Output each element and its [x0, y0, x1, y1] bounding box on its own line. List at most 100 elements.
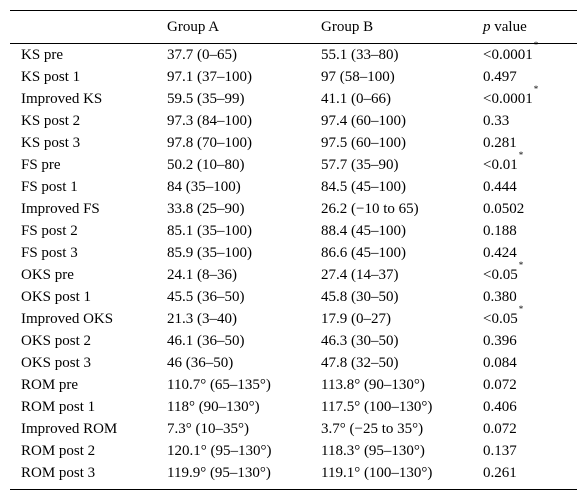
row-label-cell: FS post 2: [21, 223, 78, 239]
header-p-letter: p: [483, 18, 491, 35]
group-b-cell: 45.8 (30–50): [321, 289, 399, 305]
table-row: KS post 2 97.3 (84–100) 97.4 (60–100) 0.33: [10, 110, 577, 132]
p-value-cell: 0.072: [472, 418, 577, 440]
row-label-cell: OKS post 2: [21, 333, 92, 349]
table-row: ROM post 1 118° (90–130°) 117.5° (100–130°…: [10, 396, 577, 418]
group-b-cell: 119.1° (100–130°): [321, 465, 433, 481]
header-p-rest: value: [490, 18, 527, 35]
p-value-cell: 0.406: [472, 396, 577, 418]
row-label-cell: ROM post 1: [21, 399, 96, 415]
table-row: Improved ROM 7.3° (10–35°) 3.7° (−25 to 35…: [10, 418, 577, 440]
group-b-cell: 97 (58–100): [321, 69, 395, 85]
p-value-text: 0.444: [483, 179, 517, 195]
p-value-text: 0.406: [483, 399, 517, 415]
table-row: KS post 1 97.1 (37–100) 97 (58–100) 0.497: [10, 66, 577, 88]
table-row: KS pre 37.7 (0–65) 55.1 (33–80) <0.0001*: [10, 41, 577, 67]
group-b-cell: 88.4 (45–100): [321, 223, 406, 239]
results-table-container: Group A Group B p value KS pre 37.7 (0–65…: [10, 10, 577, 490]
table-row: ROM pre 110.7° (65–135°) 113.8° (90–130°) 0…: [10, 374, 577, 396]
table-row: OKS post 3 46 (36–50) 47.8 (32–50) 0.084: [10, 352, 577, 374]
p-value-text: 0.072: [483, 377, 517, 393]
group-a-cell: 97.3 (84–100): [167, 113, 252, 129]
p-value-cell: 0.396: [472, 330, 577, 352]
table-row: OKS post 1 45.5 (36–50) 45.8 (30–50) 0.380: [10, 286, 577, 308]
p-value-text: 0.396: [483, 333, 517, 349]
p-value-text: 0.33: [483, 113, 510, 129]
row-label-cell: Improved KS: [21, 91, 103, 107]
table-row: OKS pre 24.1 (8–36) 27.4 (14–37) <0.05*: [10, 261, 577, 286]
table-row: OKS post 2 46.1 (36–50) 46.3 (30–50) 0.396: [10, 330, 577, 352]
table-row: FS post 3 85.9 (35–100) 86.6 (45–100) 0.424: [10, 242, 577, 264]
p-value-cell: 0.281: [472, 132, 577, 154]
p-value-text: <0.01: [483, 157, 518, 173]
group-a-cell: 33.8 (25–90): [167, 201, 245, 217]
p-value-cell: <0.0001*: [472, 41, 577, 67]
group-a-cell: 84 (35–100): [167, 179, 241, 195]
header-group-b: Group B: [310, 11, 472, 44]
p-value-cell: 0.33: [472, 110, 577, 132]
p-value-text: 0.497: [483, 69, 517, 85]
p-value-text: 0.188: [483, 223, 517, 239]
significance-marker: *: [533, 84, 539, 94]
group-a-cell: 37.7 (0–65): [167, 47, 237, 63]
group-a-cell: 85.9 (35–100): [167, 245, 252, 261]
group-a-cell: 110.7° (65–135°): [167, 377, 271, 393]
row-label-cell: Improved ROM: [21, 421, 118, 437]
header-p-value: p value: [472, 11, 577, 44]
p-value-text: 0.380: [483, 289, 517, 305]
p-value-text: 0.424: [483, 245, 517, 261]
row-label-cell: OKS pre: [21, 267, 74, 283]
group-b-cell: 3.7° (−25 to 35°): [321, 421, 424, 437]
header-group-a: Group A: [156, 11, 310, 44]
group-b-cell: 97.5 (60–100): [321, 135, 406, 151]
row-label-cell: OKS post 1: [21, 289, 92, 305]
p-value-text: 0.281: [483, 135, 517, 151]
group-a-cell: 97.8 (70–100): [167, 135, 252, 151]
row-label-cell: KS pre: [21, 47, 64, 63]
group-a-cell: 21.3 (3–40): [167, 311, 237, 327]
table-row: ROM post 3 119.9° (95–130°) 119.1° (100–13…: [10, 462, 577, 484]
p-value-text: <0.05: [483, 311, 518, 327]
p-value-text: <0.0001: [483, 47, 533, 63]
group-a-cell: 50.2 (10–80): [167, 157, 245, 173]
table-body: KS pre 37.7 (0–65) 55.1 (33–80) <0.0001* KS …: [10, 41, 577, 485]
group-b-cell: 84.5 (45–100): [321, 179, 406, 195]
p-value-text: 0.072: [483, 421, 517, 437]
group-b-cell: 118.3° (95–130°): [321, 443, 425, 459]
group-b-cell: 41.1 (0–66): [321, 91, 391, 107]
p-value-cell: 0.084: [472, 352, 577, 374]
row-label-cell: OKS post 3: [21, 355, 92, 371]
p-value-cell: 0.424: [472, 242, 577, 264]
p-value-cell: 0.0502: [472, 198, 577, 220]
group-a-cell: 120.1° (95–130°): [167, 443, 272, 459]
p-value-text: 0.137: [483, 443, 517, 459]
p-value-text: 0.261: [483, 465, 517, 481]
group-a-cell: 59.5 (35–99): [167, 91, 245, 107]
group-b-cell: 46.3 (30–50): [321, 333, 399, 349]
p-value-cell: 0.188: [472, 220, 577, 242]
p-value-cell: <0.01*: [472, 151, 577, 176]
row-label-cell: KS post 1: [21, 69, 81, 85]
row-label-cell: FS post 3: [21, 245, 78, 261]
group-b-cell: 47.8 (32–50): [321, 355, 399, 371]
row-label-cell: ROM pre: [21, 377, 79, 393]
p-value-cell: <0.0001*: [472, 85, 577, 110]
p-value-text: 0.084: [483, 355, 517, 371]
p-value-cell: 0.444: [472, 176, 577, 198]
row-label-cell: KS post 2: [21, 113, 81, 129]
group-b-cell: 27.4 (14–37): [321, 267, 399, 283]
group-b-cell: 17.9 (0–27): [321, 311, 391, 327]
header-measure: [10, 11, 156, 44]
table-row: Improved OKS 21.3 (3–40) 17.9 (0–27) <0.05*: [10, 305, 577, 330]
row-label-cell: ROM post 2: [21, 443, 96, 459]
p-value-cell: 0.497: [472, 66, 577, 88]
p-value-cell: 0.261: [472, 462, 577, 484]
group-a-cell: 118° (90–130°): [167, 399, 260, 415]
p-value-cell: <0.05*: [472, 261, 577, 286]
table-row: KS post 3 97.8 (70–100) 97.5 (60–100) 0.281: [10, 132, 577, 154]
table-row: ROM post 2 120.1° (95–130°) 118.3° (95–130…: [10, 440, 577, 462]
group-a-cell: 45.5 (36–50): [167, 289, 245, 305]
significance-marker: *: [518, 150, 524, 160]
table-row: Improved FS 33.8 (25–90) 26.2 (−10 to 65) 0…: [10, 198, 577, 220]
group-b-cell: 97.4 (60–100): [321, 113, 406, 129]
